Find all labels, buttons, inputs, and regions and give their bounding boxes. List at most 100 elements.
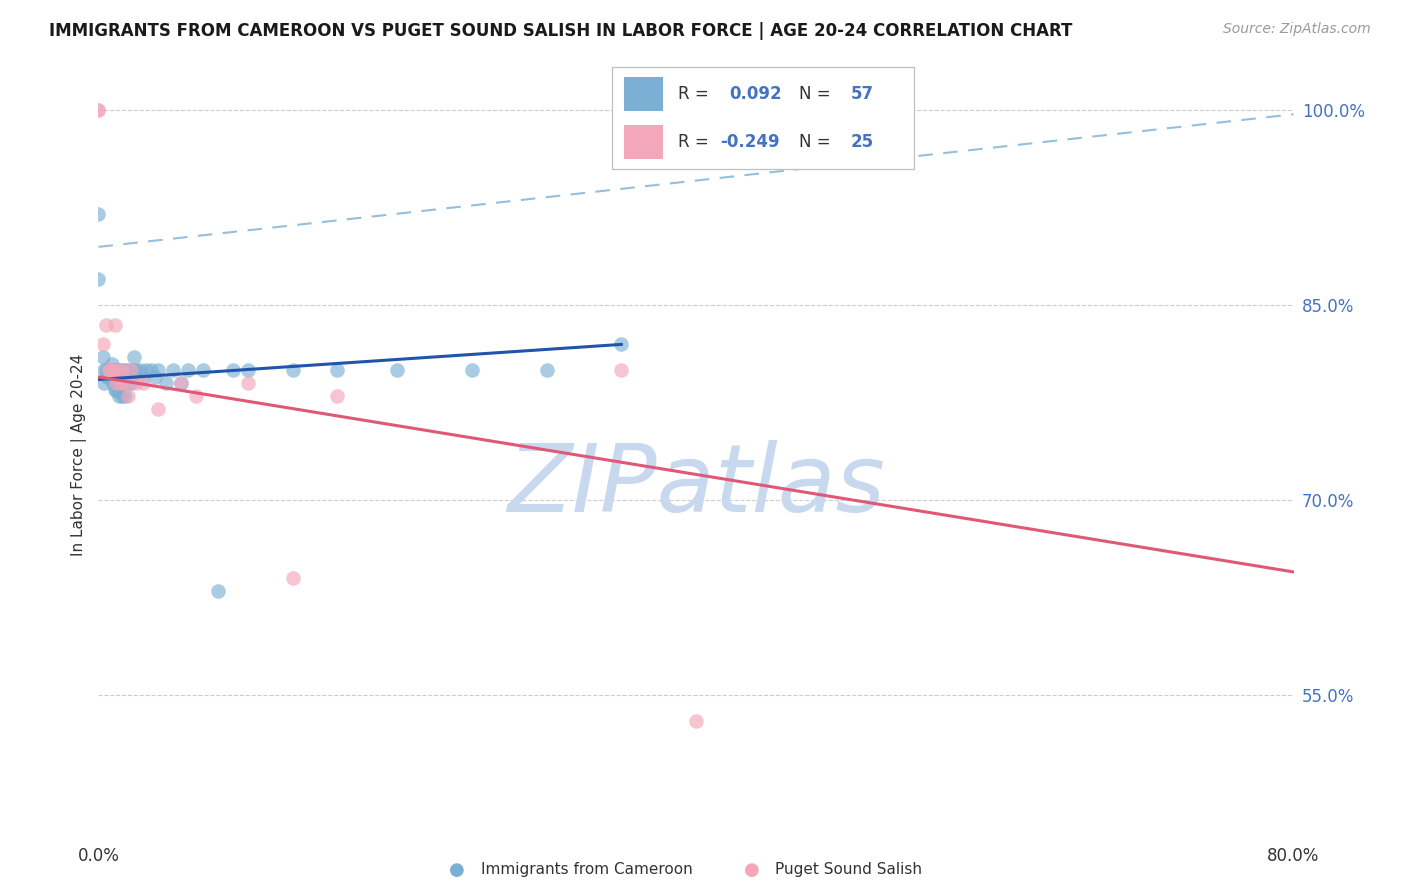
Point: [125, 363, 148, 377]
Point: [94, 363, 117, 377]
Point: [685, 714, 707, 729]
Point: [98, 363, 122, 377]
Point: [132, 370, 155, 384]
Point: [114, 370, 136, 384]
Point: [120, 363, 142, 377]
Text: -0.249: -0.249: [720, 133, 780, 152]
Bar: [624, 77, 664, 111]
Point: [610, 363, 633, 377]
Point: [87, 103, 110, 118]
Point: [326, 363, 349, 377]
Point: [97, 363, 120, 377]
Point: [96, 370, 118, 384]
Y-axis label: In Labor Force | Age 20-24: In Labor Force | Age 20-24: [72, 354, 87, 556]
Point: [236, 376, 259, 391]
Point: [281, 571, 304, 585]
Point: [114, 389, 136, 403]
Point: [115, 363, 138, 377]
Text: N =: N =: [799, 133, 837, 152]
Bar: [624, 126, 664, 159]
Point: [117, 376, 139, 391]
Point: [98, 370, 122, 384]
Point: [162, 363, 184, 377]
Point: [94, 318, 117, 332]
Text: Source: ZipAtlas.com: Source: ZipAtlas.com: [1223, 22, 1371, 37]
Point: [103, 376, 125, 391]
Point: [91, 337, 114, 351]
Point: [114, 376, 136, 391]
Point: [169, 376, 191, 391]
Point: [103, 363, 125, 377]
Text: R =: R =: [678, 133, 714, 152]
Point: [103, 363, 125, 377]
Point: [111, 363, 134, 377]
Point: [148, 402, 170, 417]
Point: [103, 363, 125, 377]
Point: [104, 383, 127, 397]
Text: 25: 25: [851, 133, 873, 152]
Text: ZIPatlas: ZIPatlas: [508, 440, 884, 531]
Point: [610, 337, 633, 351]
Point: [236, 363, 259, 377]
Point: [105, 363, 128, 377]
Point: [184, 389, 207, 403]
Point: [177, 363, 200, 377]
Point: [105, 383, 128, 397]
Point: [87, 207, 110, 221]
Point: [281, 363, 304, 377]
Text: ●: ●: [744, 861, 761, 879]
Text: ●: ●: [449, 861, 465, 879]
Point: [135, 363, 157, 377]
Point: [105, 376, 128, 391]
Text: Puget Sound Salish: Puget Sound Salish: [775, 863, 922, 877]
Point: [120, 376, 142, 391]
Point: [108, 389, 131, 403]
Point: [108, 363, 131, 377]
Point: [191, 363, 214, 377]
Point: [97, 363, 120, 377]
Point: [207, 584, 229, 599]
Point: [124, 351, 146, 365]
Point: [169, 376, 191, 391]
Point: [110, 363, 132, 377]
Point: [111, 389, 134, 403]
Text: 0.092: 0.092: [730, 85, 782, 103]
Point: [222, 363, 245, 377]
Point: [107, 383, 129, 397]
Point: [110, 376, 132, 391]
Point: [326, 389, 349, 403]
Point: [132, 376, 155, 391]
Point: [125, 376, 148, 391]
Text: IMMIGRANTS FROM CAMEROON VS PUGET SOUND SALISH IN LABOR FORCE | AGE 20-24 CORREL: IMMIGRANTS FROM CAMEROON VS PUGET SOUND …: [49, 22, 1073, 40]
Point: [91, 351, 114, 365]
Point: [98, 363, 122, 377]
Point: [93, 376, 115, 391]
Text: 57: 57: [851, 85, 873, 103]
Point: [101, 357, 124, 371]
Point: [112, 363, 135, 377]
Point: [121, 363, 143, 377]
Point: [104, 363, 127, 377]
Point: [117, 389, 139, 403]
Point: [107, 363, 129, 377]
Point: [93, 363, 115, 377]
Point: [104, 318, 127, 332]
Point: [385, 363, 409, 377]
Point: [129, 363, 152, 377]
Text: N =: N =: [799, 85, 837, 103]
Point: [110, 376, 132, 391]
Text: Immigrants from Cameroon: Immigrants from Cameroon: [481, 863, 693, 877]
Point: [118, 363, 141, 377]
Point: [107, 363, 129, 377]
Point: [148, 363, 170, 377]
Text: R =: R =: [678, 85, 720, 103]
Point: [139, 363, 162, 377]
Point: [143, 370, 166, 384]
Point: [155, 376, 177, 391]
Point: [87, 272, 110, 286]
Point: [461, 363, 484, 377]
Point: [127, 370, 149, 384]
Point: [87, 103, 110, 118]
Point: [111, 370, 134, 384]
Point: [536, 363, 558, 377]
